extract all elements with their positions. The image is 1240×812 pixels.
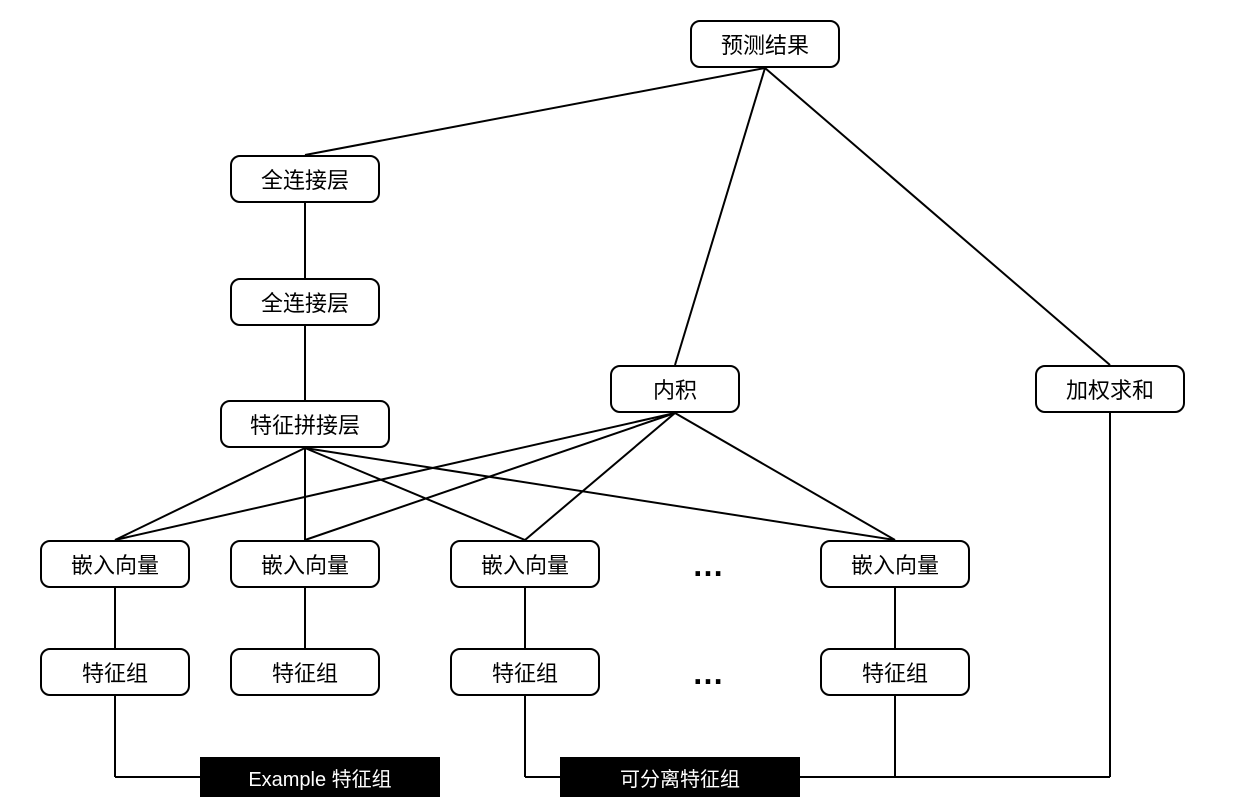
node-fc1: 全连接层: [230, 155, 380, 203]
diagram-canvas: 预测结果全连接层全连接层特征拼接层内积加权求和嵌入向量嵌入向量嵌入向量…嵌入向量…: [0, 0, 1240, 812]
node-wsum: 加权求和: [1035, 365, 1185, 413]
node-fc2: 全连接层: [230, 278, 380, 326]
node-emb1: 嵌入向量: [40, 540, 190, 588]
node-emb2: 嵌入向量: [230, 540, 380, 588]
node-bar2: 可分离特征组: [560, 757, 800, 797]
node-fg4: 特征组: [820, 648, 970, 696]
node-fg3: 特征组: [450, 648, 600, 696]
node-inner: 内积: [610, 365, 740, 413]
node-fg1: 特征组: [40, 648, 190, 696]
node-emb4: 嵌入向量: [820, 540, 970, 588]
node-concat: 特征拼接层: [220, 400, 390, 448]
node-emb3: 嵌入向量: [450, 540, 600, 588]
node-bar1: Example 特征组: [200, 757, 440, 797]
node-dots2: …: [680, 653, 740, 693]
node-pred: 预测结果: [690, 20, 840, 68]
node-fg2: 特征组: [230, 648, 380, 696]
node-dots1: …: [680, 545, 740, 585]
